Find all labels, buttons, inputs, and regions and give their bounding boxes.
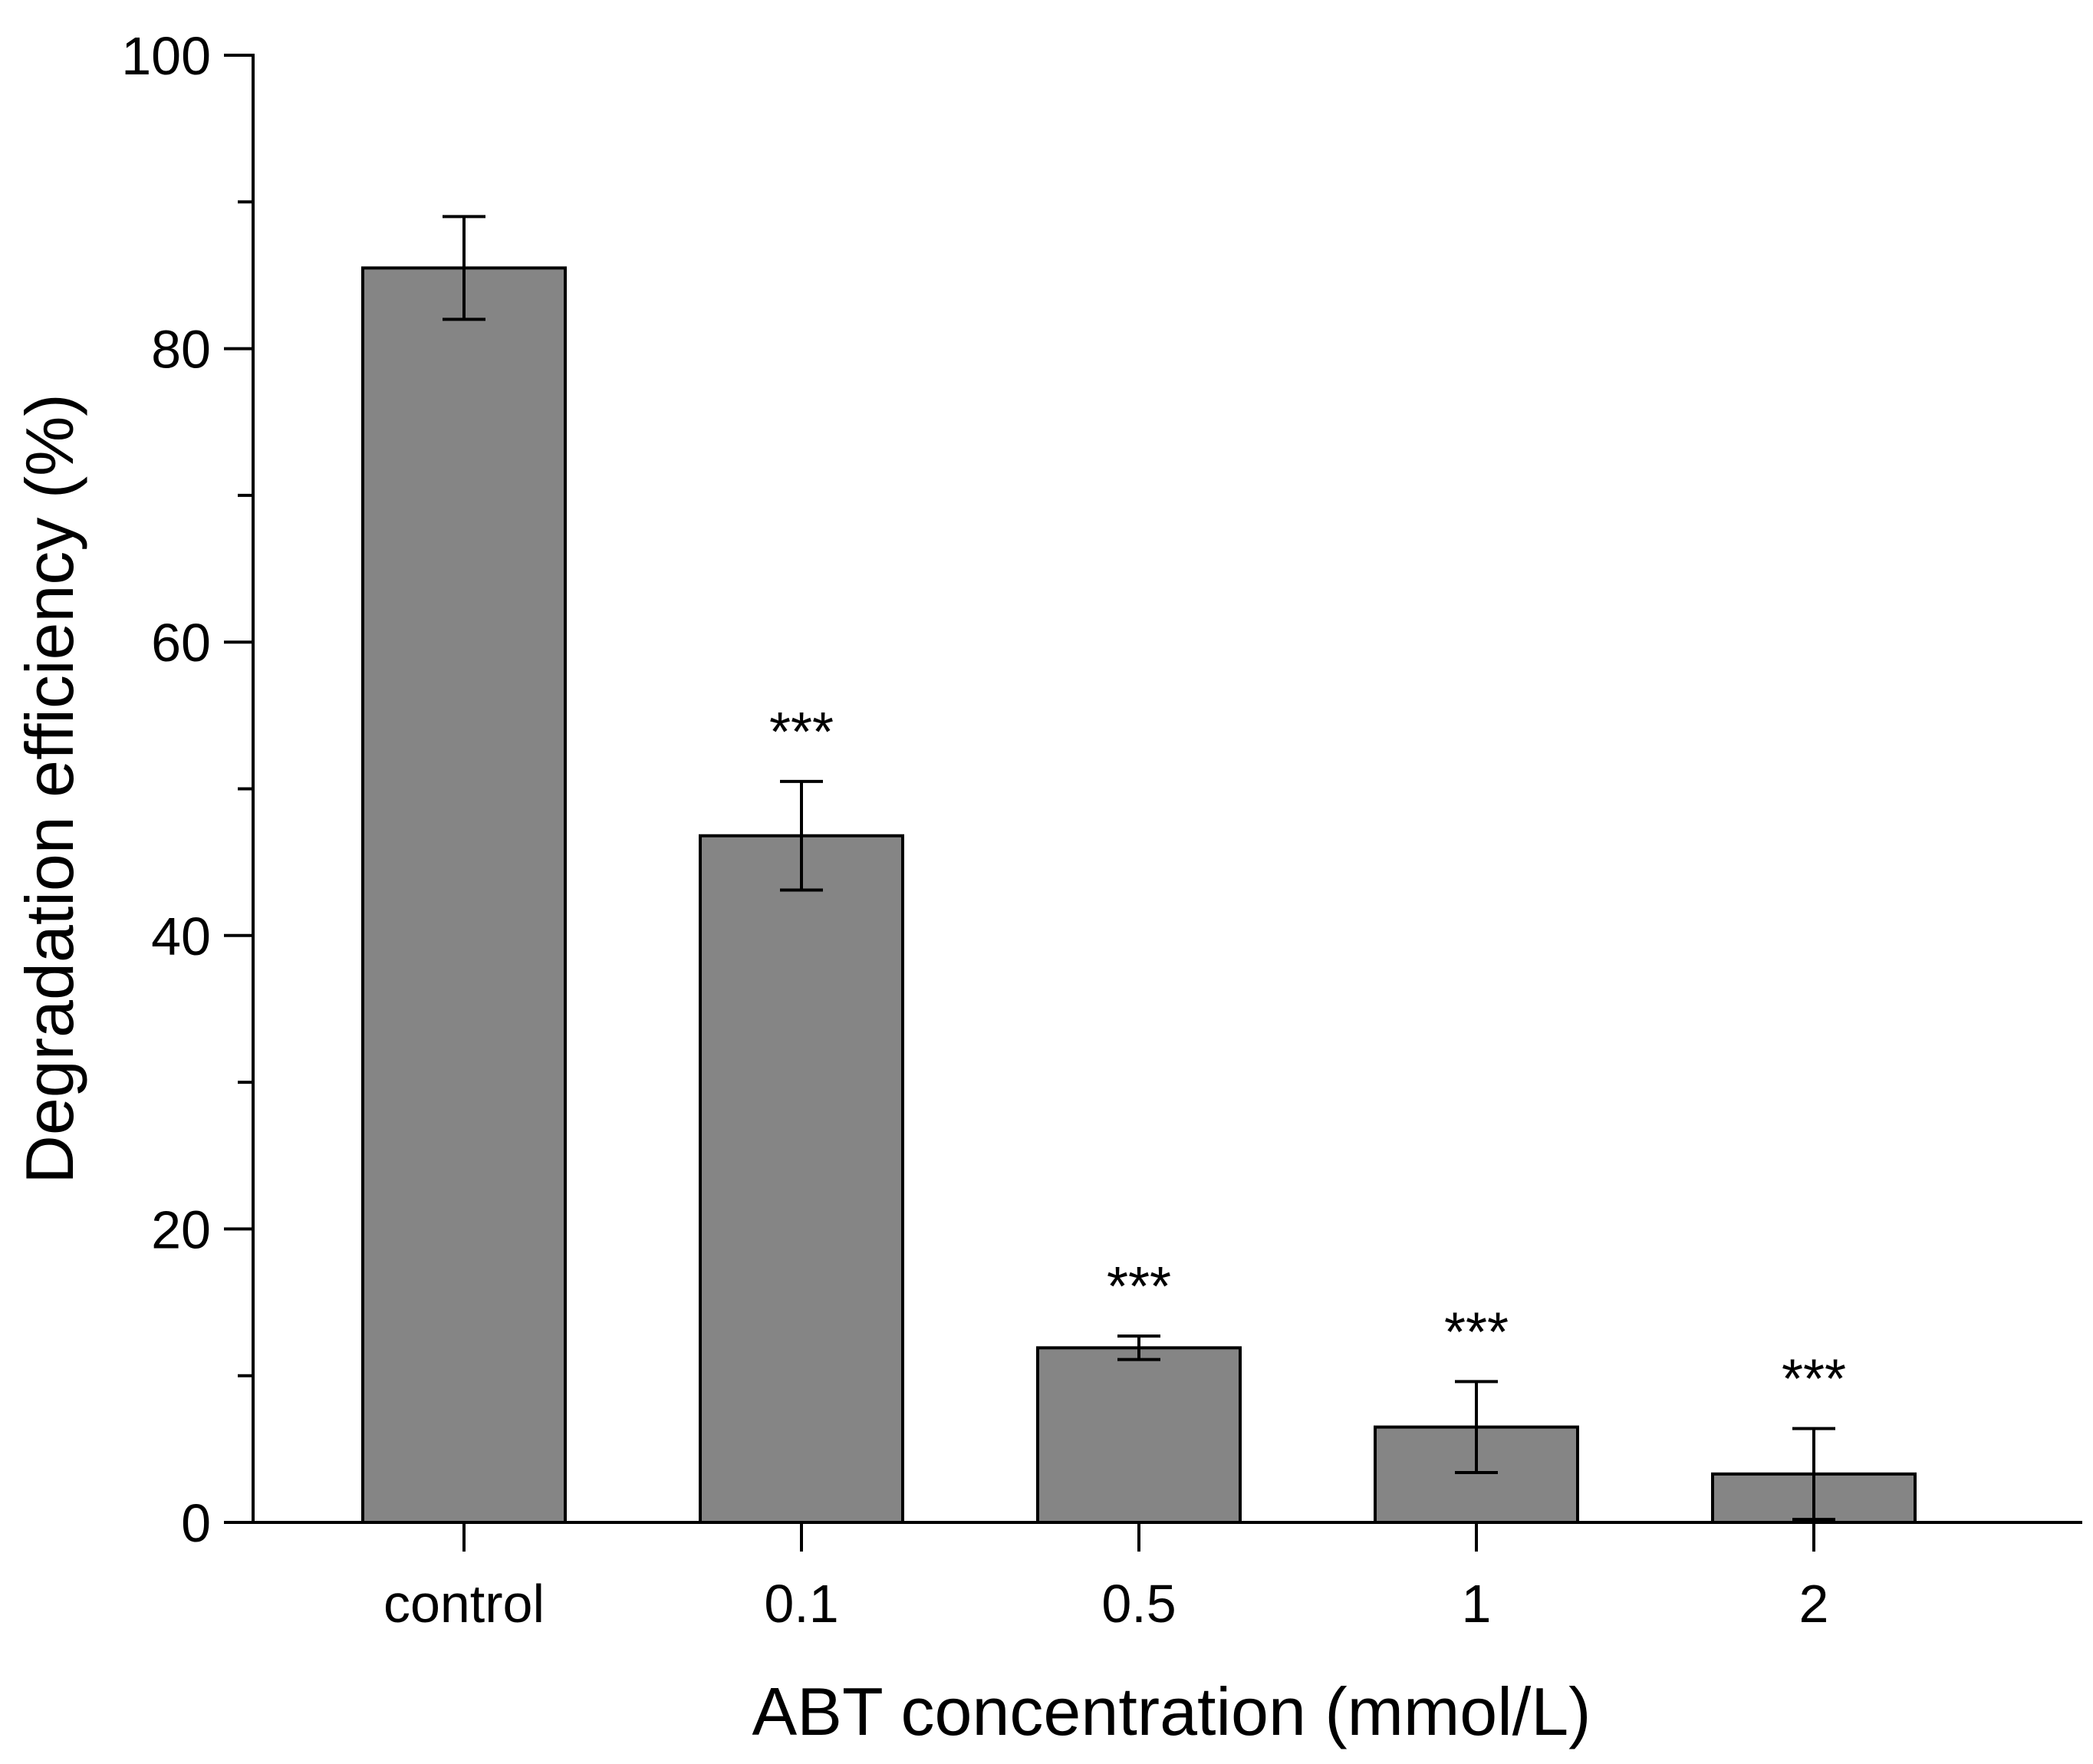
y-tick-label-5: 100 bbox=[121, 26, 211, 86]
significance-layer: *** *** *** *** bbox=[769, 702, 1846, 1410]
y-tick-label-4: 80 bbox=[151, 320, 211, 380]
error-bars-layer bbox=[443, 215, 1835, 1522]
x-tick-label-1: 0.1 bbox=[764, 1574, 838, 1634]
significance-label-2: *** bbox=[1107, 1256, 1171, 1318]
y-tick-label-3: 60 bbox=[151, 613, 211, 673]
tick-labels-layer: 0 20 40 60 80 100 control 0.1 0.5 1 2 bbox=[121, 26, 1828, 1634]
x-tick-label-2: 0.5 bbox=[1101, 1574, 1176, 1634]
y-axis-title: Degradation efficiency (%) bbox=[12, 393, 87, 1183]
bar-2 bbox=[1036, 1346, 1242, 1525]
significance-label-3: *** bbox=[1444, 1302, 1509, 1363]
y-tick-label-2: 40 bbox=[151, 907, 211, 966]
bars-layer bbox=[361, 266, 1917, 1525]
significance-label-4: *** bbox=[1782, 1349, 1846, 1410]
x-tick-label-0: control bbox=[383, 1574, 545, 1634]
x-axis-title: ABT concentration (mmol/L) bbox=[752, 1673, 1591, 1749]
significance-label-1: *** bbox=[769, 702, 834, 763]
y-tick-label-0: 0 bbox=[181, 1493, 211, 1553]
y-tick-label-1: 20 bbox=[151, 1200, 211, 1259]
x-tick-label-3: 1 bbox=[1462, 1574, 1492, 1634]
bar-0 bbox=[361, 266, 567, 1524]
x-tick-label-4: 2 bbox=[1799, 1574, 1829, 1634]
axes-layer bbox=[224, 54, 2082, 1552]
bar-1 bbox=[699, 834, 904, 1524]
